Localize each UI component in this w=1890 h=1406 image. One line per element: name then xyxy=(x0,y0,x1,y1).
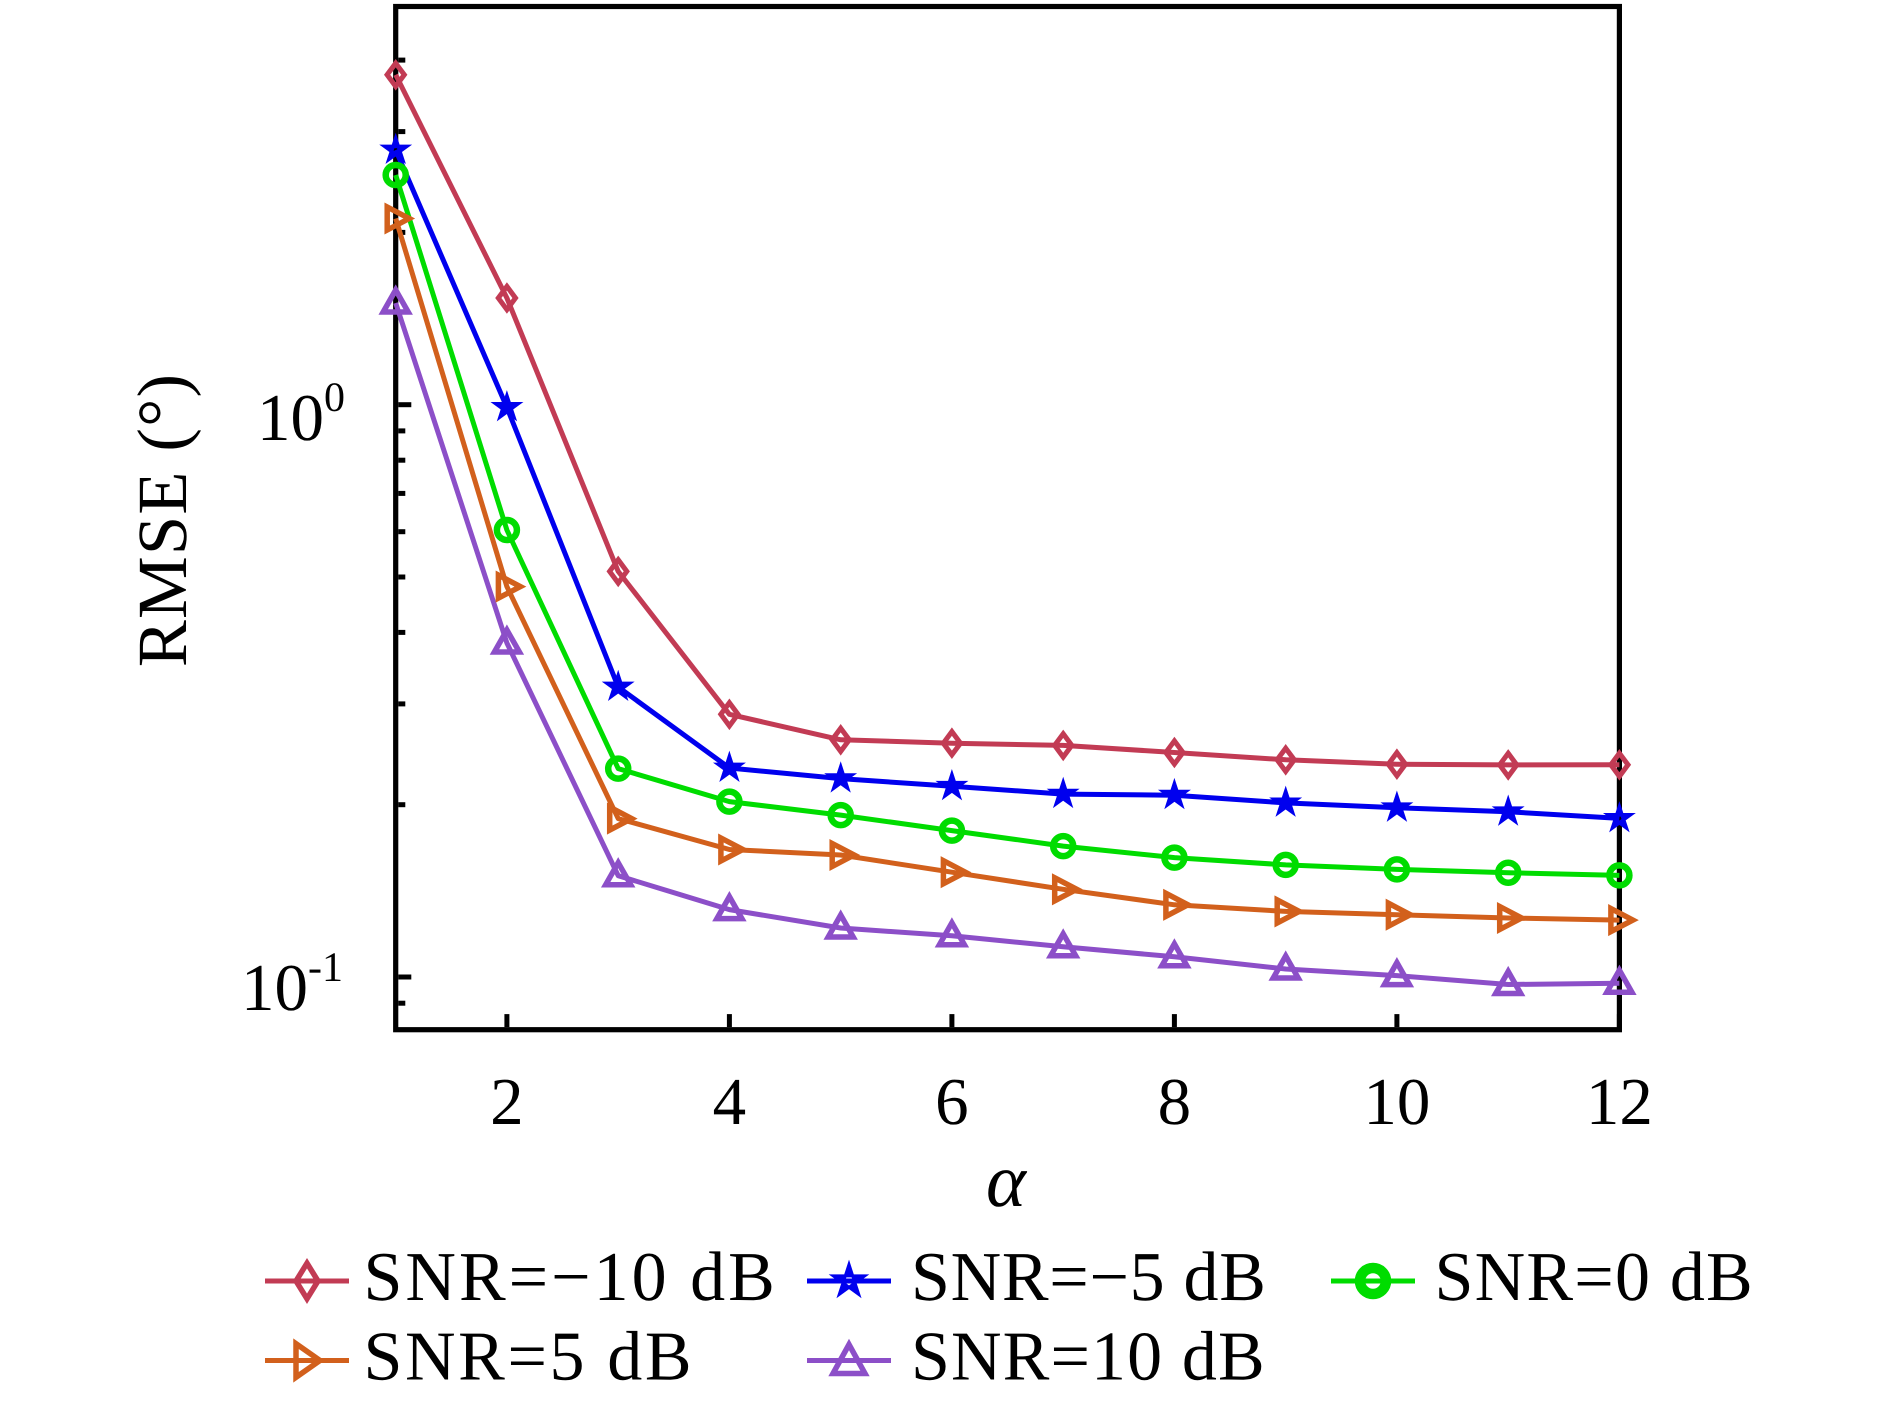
svg-text:RMSE (°): RMSE (°) xyxy=(124,373,202,667)
svg-text:8: 8 xyxy=(1158,1065,1192,1139)
svg-text:SNR=10 dB: SNR=10 dB xyxy=(911,1319,1266,1396)
svg-text:SNR=5 dB: SNR=5 dB xyxy=(364,1319,695,1396)
svg-text:2: 2 xyxy=(490,1065,524,1139)
svg-text:SNR=−10 dB: SNR=−10 dB xyxy=(364,1239,778,1316)
svg-text:10: 10 xyxy=(1363,1065,1430,1139)
svg-text:SNR=0 dB: SNR=0 dB xyxy=(1435,1239,1754,1316)
svg-text:SNR=−5 dB: SNR=−5 dB xyxy=(911,1239,1267,1316)
svg-text:α: α xyxy=(986,1139,1028,1223)
svg-text:4: 4 xyxy=(713,1065,747,1139)
svg-text:12: 12 xyxy=(1586,1065,1653,1139)
svg-text:6: 6 xyxy=(935,1065,969,1139)
